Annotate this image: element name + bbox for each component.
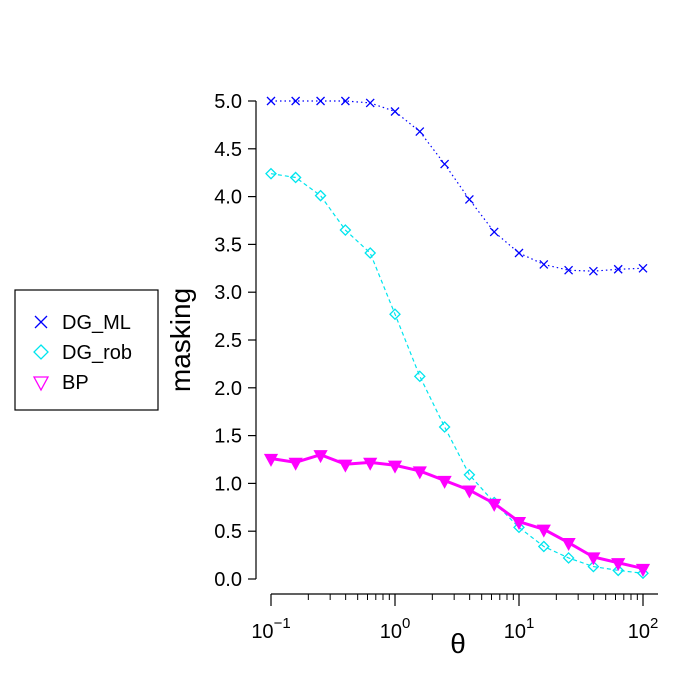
data-point (440, 159, 450, 169)
data-point (514, 248, 524, 258)
data-point (313, 450, 328, 464)
x-tick-label: 10−1 (251, 615, 290, 643)
data-point (513, 521, 525, 534)
legend-marker (32, 376, 50, 392)
data-point (489, 227, 499, 237)
x-axis-title: θ (450, 628, 466, 659)
data-point (587, 560, 600, 573)
data-point (387, 460, 403, 474)
data-point (365, 98, 375, 108)
series-line (270, 453, 644, 570)
data-point (437, 475, 452, 489)
data-point (536, 524, 551, 538)
data-point (314, 189, 327, 202)
data-point (464, 195, 474, 204)
y-tick-label: 1.5 (214, 426, 242, 448)
data-point (561, 538, 576, 552)
legend-label: DG_ML (62, 312, 131, 334)
series-bp (263, 450, 651, 577)
data-point (638, 263, 648, 273)
data-point (390, 107, 400, 116)
legend-item: DG_ML (34, 312, 131, 334)
data-point (412, 466, 427, 480)
data-point (288, 457, 303, 471)
plot-series (263, 96, 651, 580)
data-point (339, 224, 352, 236)
legend: DG_ML DG_rob BP (14, 289, 159, 411)
x-tick-label: 102 (628, 615, 659, 643)
data-point (364, 247, 377, 259)
data-point (289, 171, 302, 184)
data-point (539, 260, 549, 269)
data-point (612, 564, 625, 577)
data-point (415, 127, 425, 137)
series-line (270, 173, 644, 574)
y-tick-label: 2.0 (214, 378, 242, 400)
y-tick-label: 2.5 (214, 330, 242, 352)
data-point (564, 265, 574, 275)
y-tick-label: 0.0 (214, 569, 242, 591)
data-point (588, 266, 598, 276)
data-point (635, 563, 651, 577)
legend-item: DG_rob (33, 342, 132, 364)
y-axis: 0.0 0.5 1.0 1.5 2.0 2.5 3.0 3.5 4.0 4.5 5.0 (214, 91, 257, 591)
y-tick-label: 3.5 (214, 234, 242, 256)
series-line (271, 100, 644, 272)
data-point (438, 421, 451, 433)
data-point (462, 485, 477, 499)
data-point (487, 498, 502, 512)
y-tick-label: 4.5 (214, 139, 242, 161)
legend-item: BP (32, 372, 89, 394)
legend-box (14, 289, 159, 411)
data-point (611, 558, 626, 572)
data-point (263, 453, 279, 467)
data-point (511, 516, 527, 530)
legend-label: BP (62, 372, 89, 394)
data-point (613, 264, 623, 274)
data-point (413, 370, 426, 383)
data-point (363, 457, 378, 471)
data-point (266, 96, 276, 106)
legend-marker (33, 344, 49, 360)
data-point (291, 96, 301, 106)
x-axis: 10−1 100 101 102 (251, 593, 659, 643)
series-dg-ml (266, 96, 648, 276)
x-tick-label: 101 (504, 615, 535, 643)
y-tick-label: 3.0 (214, 282, 242, 304)
y-tick-label: 4.0 (214, 187, 242, 209)
data-point (340, 96, 350, 106)
y-tick-label: 5.0 (214, 91, 242, 113)
data-point (316, 96, 326, 106)
y-tick-label: 1.0 (214, 473, 242, 495)
data-point (537, 540, 550, 553)
data-point (463, 468, 476, 481)
data-point (338, 459, 353, 473)
series-dg-rob (265, 167, 649, 580)
x-tick-label: 100 (380, 615, 411, 643)
legend-marker (34, 315, 48, 329)
data-point (562, 552, 575, 564)
data-point (637, 567, 649, 580)
data-point (265, 167, 277, 180)
y-tick-label: 0.5 (214, 521, 242, 543)
data-point (389, 308, 401, 321)
y-axis-title: masking (165, 288, 196, 392)
data-point (586, 552, 601, 566)
legend-label: DG_rob (62, 342, 132, 364)
